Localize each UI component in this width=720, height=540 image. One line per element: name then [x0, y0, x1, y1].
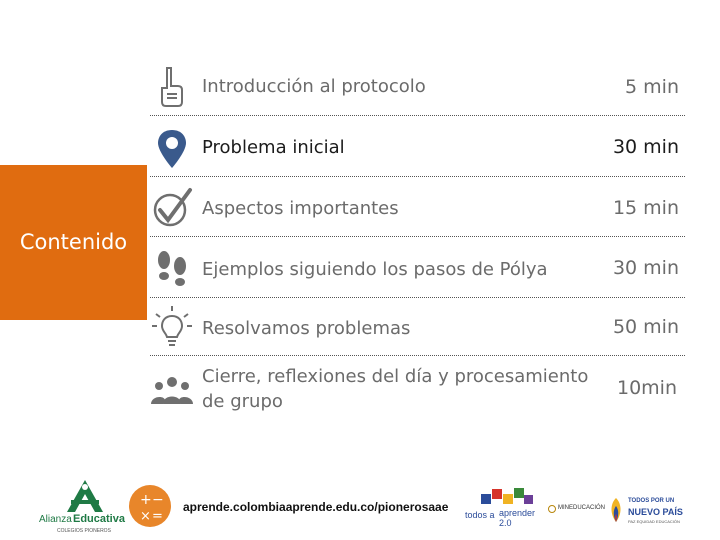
agenda-title: Problema inicial — [202, 137, 345, 158]
svg-text:−: − — [152, 492, 164, 508]
lightbulb-icon — [152, 306, 192, 346]
agenda-duration: 10min — [616, 377, 677, 399]
row-divider — [150, 355, 685, 356]
row-divider — [150, 115, 685, 116]
mineducacion-logo: MINEDUCACIÓN — [548, 502, 605, 518]
agenda-row-cierre: Cierre, reflexiones del día y procesamie… — [150, 360, 685, 420]
section-label: Contenido — [19, 230, 128, 254]
todos-por-un-nuevo-pais-logo: TODOS POR UN NUEVO PAÍS PAZ EQUIDAD EDUC… — [606, 494, 696, 530]
footer-url-link[interactable]: aprende.colombiaaprende.edu.co/pionerosa… — [183, 500, 449, 514]
agenda-duration: 5 min — [625, 76, 679, 98]
agenda-title: Cierre, reflexiones del día y procesamie… — [202, 366, 589, 412]
row-divider — [150, 236, 685, 237]
checkmark-icon — [153, 188, 192, 227]
agenda-row-introduccion: Introducción al protocolo 5 min — [150, 60, 685, 115]
footprints-icon — [158, 251, 186, 286]
agenda-row-problema-inicial: Problema inicial 30 min — [150, 120, 685, 175]
math-symbols-icon: + − × = — [129, 485, 171, 527]
agenda-duration: 15 min — [612, 197, 679, 219]
agenda-row-aspectos: Aspectos importantes 15 min — [150, 180, 685, 235]
section-tab-background — [0, 165, 147, 320]
hand-pointing-icon — [161, 67, 183, 107]
row-divider — [150, 176, 685, 177]
agenda-row-ejemplos: Ejemplos siguiendo los pasos de Pólya 30… — [150, 240, 685, 295]
svg-text:×: × — [140, 509, 151, 524]
agenda-duration: 30 min — [612, 257, 679, 279]
alianza-educativa-logo: Alianza Educativa COLEGIOS PIONEROS — [35, 478, 135, 538]
row-divider — [150, 297, 685, 298]
svg-text:=: = — [152, 509, 163, 524]
location-pin-icon — [158, 130, 186, 168]
agenda-title: Resolvamos problemas — [202, 318, 411, 339]
agenda-title: Ejemplos siguiendo los pasos de Pólya — [202, 259, 548, 280]
agenda-title: Aspectos importantes — [202, 198, 399, 219]
agenda-duration: 50 min — [612, 316, 679, 338]
group-icon — [151, 377, 193, 404]
agenda-title: Introducción al protocolo — [202, 76, 426, 97]
agenda-row-resolvamos: Resolvamos problemas 50 min — [150, 300, 685, 355]
todos-a-aprender-logo: todos a aprender 2.0 — [465, 486, 543, 530]
agenda-duration: 30 min — [612, 136, 679, 158]
svg-text:+: + — [140, 492, 152, 508]
